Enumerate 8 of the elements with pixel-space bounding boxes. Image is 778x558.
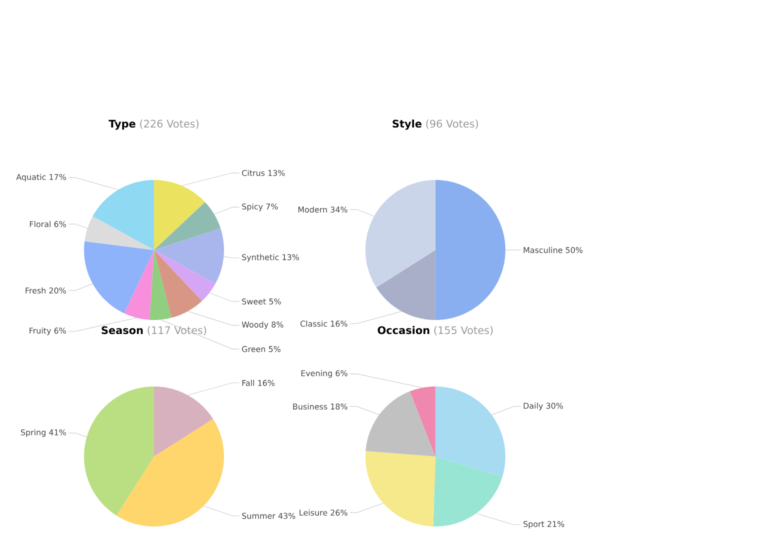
- chart-title: Occasion: [378, 326, 430, 334]
- chart-title: Season: [102, 326, 143, 334]
- chart-subtitle: (96 Votes): [426, 120, 478, 129]
- chart-subtitle: (117 Votes): [148, 326, 206, 336]
- chart-title: Style: [392, 120, 422, 130]
- chart-subtitle: (226 Votes): [140, 120, 199, 129]
- chart-subtitle: (155 Votes): [434, 326, 493, 336]
- chart-title: Type: [108, 120, 136, 130]
